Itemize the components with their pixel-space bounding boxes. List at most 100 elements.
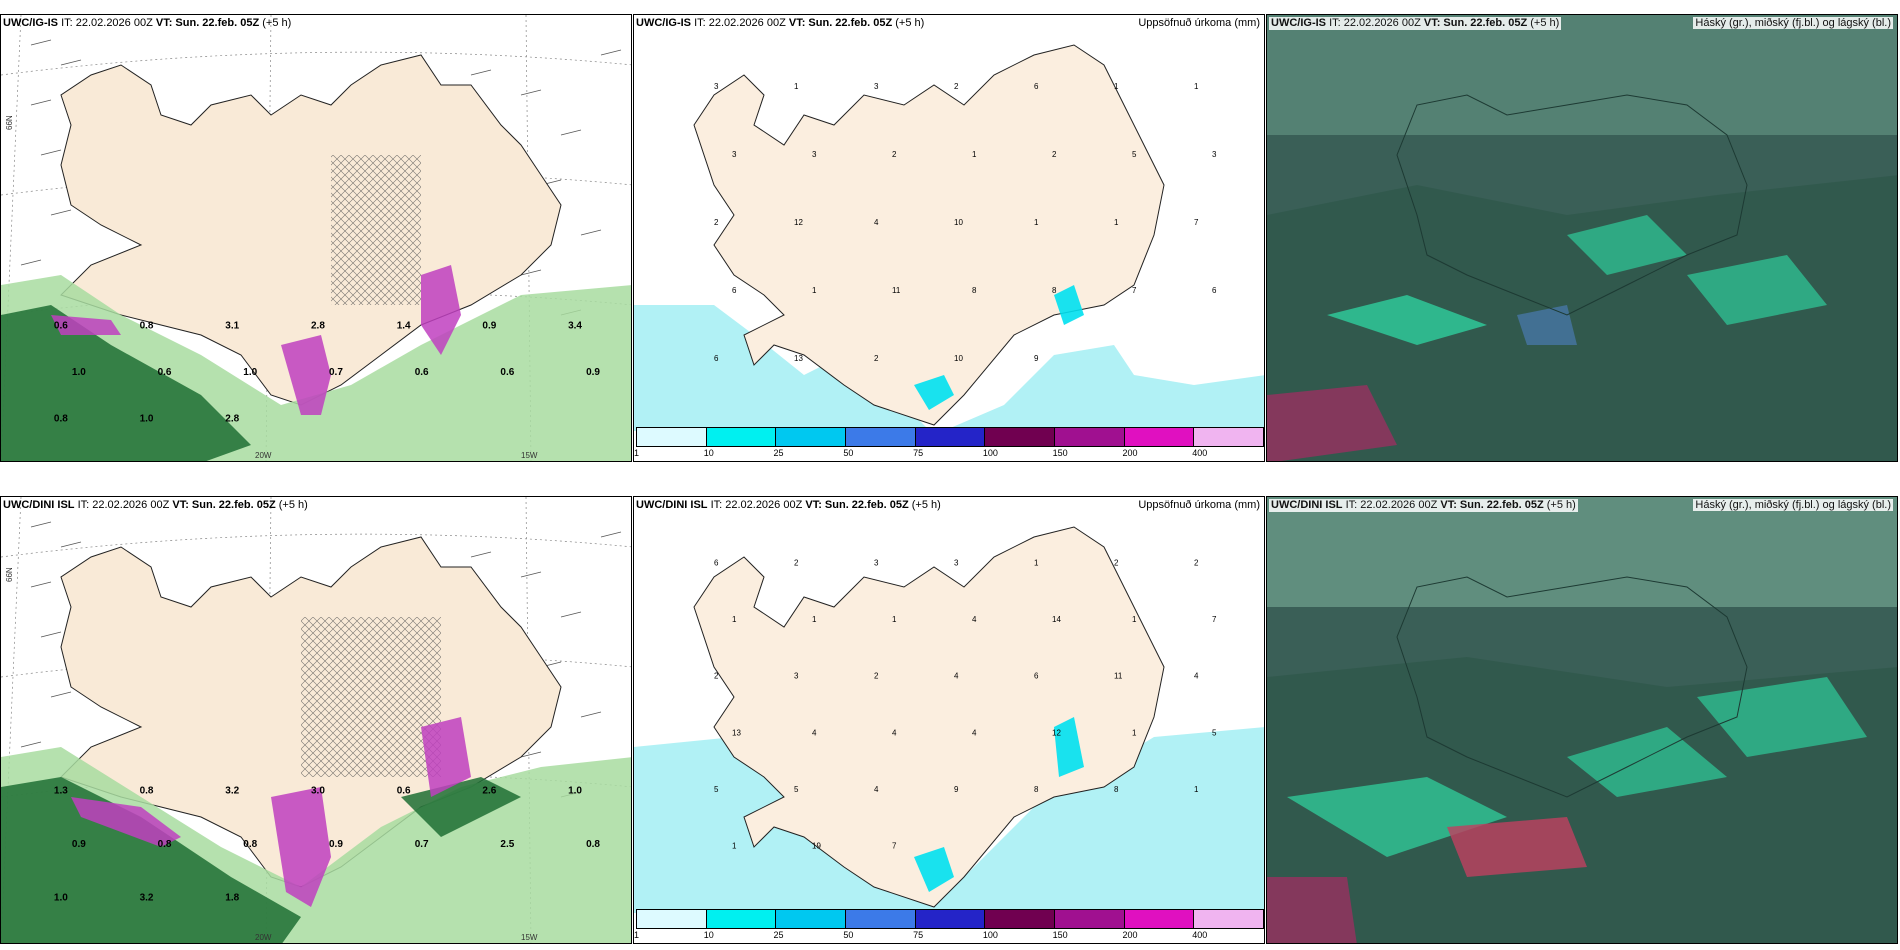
map-value-label: 1.0 — [54, 892, 68, 903]
legend-cell — [985, 910, 1056, 928]
legend-cell — [846, 428, 916, 446]
map-value-label: 3.1 — [225, 320, 239, 331]
panel-bottom-left: 1.3 0.8 3.2 3.0 0.6 2.6 1.0 0.9 0.8 0.8 0.9 0.7 2.5 0… — [0, 496, 632, 944]
precip-number-labels: 6 2 3 3 1 2 21 1 1 4 14 1 72 3 2 4 6 11 413 4 4 4 12 1 55 5 4 9 8 8 11… — [714, 558, 1217, 850]
iceland-outline — [1396, 576, 1748, 798]
map-value-label: 2 — [714, 672, 719, 681]
map-value-label: 0.9 — [72, 839, 86, 850]
legend-cell — [637, 428, 707, 446]
legend-cell — [1194, 910, 1264, 928]
map-value-label: 3 — [812, 150, 817, 159]
map-value-label: 0.8 — [54, 414, 68, 425]
cyan-precip-core — [914, 375, 954, 410]
map-value-label: 1 — [1034, 218, 1039, 227]
map-value-label: 6 — [1034, 82, 1039, 91]
map-value-label: 3.0 — [311, 786, 325, 797]
map-value-label: 3 — [1212, 150, 1217, 159]
legend-cell — [1124, 428, 1195, 446]
map-value-label: 11 — [892, 286, 901, 295]
purple-precip-west — [51, 315, 121, 335]
map-value-label: 0.7 — [415, 839, 429, 850]
legend-tick-label: 1 — [634, 930, 640, 940]
cloud-cover-map — [1267, 497, 1897, 943]
map-value-label: 14 — [1052, 615, 1061, 624]
panel-right-label: Uppsöfnuð úrkoma (mm) — [1138, 17, 1260, 29]
legend-tick-label: 100 — [982, 448, 998, 458]
map-value-label: 0.9 — [482, 320, 496, 331]
dark-green-precip — [1, 777, 301, 943]
cloud-cover-map — [1267, 15, 1897, 461]
map-value-label: 1 — [892, 615, 897, 624]
map-value-label: 1 — [1132, 615, 1137, 624]
map-value-label: 0.9 — [586, 367, 600, 378]
purple-precip-east — [421, 717, 471, 797]
map-value-label: 8 — [1034, 785, 1039, 794]
accumulated-precip-map: 3 1 3 2 6 1 13 3 2 1 2 5 32 12 4 10 1 1 76 1 11 8 8 7 66 13 2 10 9 — [634, 44, 1264, 435]
map-value-label: 2.6 — [482, 786, 496, 797]
map-value-label: 13 — [794, 354, 803, 363]
map-value-label: 6 — [714, 558, 719, 567]
map-value-label: 1.0 — [243, 367, 257, 378]
map-value-label: 2.8 — [311, 320, 325, 331]
wind-precip-map: 1.3 0.8 3.2 3.0 0.6 2.6 1.0 0.9 0.8 0.8 0.9 0.7 2.5 0… — [1, 497, 631, 943]
map-value-label: 6 — [714, 354, 719, 363]
precip-legend: 1 10 25 50 75 100 150 200 400 — [634, 427, 1264, 458]
panel-top-right: UWC/IG-IS IT: 22.02.2026 00Z VT: Sun. 22… — [1266, 14, 1898, 462]
map-value-label: 0.8 — [243, 839, 257, 850]
legend-cell — [776, 910, 847, 928]
map-value-label: 3.4 — [568, 320, 582, 331]
map-value-label: 1 — [812, 615, 817, 624]
legend-cell — [846, 910, 916, 928]
precip-number-labels: 3 1 3 2 6 1 13 3 2 1 2 5 32 12 4 10 1 1 76 1 11 8 8 7 66 13 2 10 9 — [714, 82, 1217, 363]
map-value-label: 9 — [954, 785, 959, 794]
legend-tick-label: 150 — [1052, 448, 1068, 458]
map-value-label: 0.8 — [140, 786, 154, 797]
legend-cell — [1194, 428, 1264, 446]
legend-color-bar — [636, 909, 1264, 929]
panel-title: UWC/DINI ISL IT: 22.02.2026 00Z VT: Sun.… — [3, 499, 308, 511]
iceland-land — [693, 526, 1165, 908]
map-value-label: 3 — [954, 558, 959, 567]
legend-cell — [1124, 910, 1195, 928]
panel-right-label: Uppsöfnuð úrkoma (mm) — [1138, 499, 1260, 511]
precip-value-labels: 1.3 0.8 3.2 3.0 0.6 2.6 1.0 0.9 0.8 0.8 0.9 0.7 2.5 0… — [54, 786, 601, 904]
map-value-label: 0.6 — [158, 367, 172, 378]
panel-title: UWC/IG-IS IT: 22.02.2026 00Z VT: Sun. 22… — [1269, 17, 1562, 30]
panel-right-label: Háský (gr.), miðský (fj.bl.) og lágský (… — [1693, 499, 1893, 511]
map-value-label: 0.6 — [415, 367, 429, 378]
map-value-label: 1.8 — [225, 892, 239, 903]
map-value-label: 1 — [812, 286, 817, 295]
precip-value-labels: 0.6 0.8 3.1 2.8 1.4 0.9 3.4 1.0 0.6 1.0 0.7 0.6 0.6 0… — [54, 320, 601, 424]
map-value-label: 10 — [954, 354, 963, 363]
hatched-cloud-area — [301, 617, 441, 777]
map-value-label: 1 — [794, 82, 799, 91]
legend-tick-label: 400 — [1192, 930, 1208, 940]
map-value-label: 1 — [1034, 558, 1039, 567]
legend-tick-label: 50 — [843, 930, 854, 940]
map-value-label: 4 — [954, 672, 959, 681]
map-value-label: 1 — [1132, 728, 1137, 737]
map-value-label: 0.8 — [140, 320, 154, 331]
map-value-label: 1.3 — [54, 786, 68, 797]
map-value-label: 2 — [714, 218, 719, 227]
panel-bottom-right: UWC/DINI ISL IT: 22.02.2026 00Z VT: Sun.… — [1266, 496, 1898, 944]
map-value-label: 4 — [874, 785, 879, 794]
lon-label-20w: 20W — [255, 451, 272, 460]
legend-cell — [776, 428, 847, 446]
map-value-label: 0.8 — [158, 839, 172, 850]
legend-ticks: 1 10 25 50 75 100 150 200 400 — [634, 929, 1264, 941]
map-value-label: 7 — [1212, 615, 1217, 624]
map-value-label: 1 — [1194, 82, 1199, 91]
purple-precip-south — [271, 787, 331, 907]
map-value-label: 9 — [1034, 354, 1039, 363]
map-value-label: 1.0 — [140, 414, 154, 425]
map-value-label: 2 — [1052, 150, 1057, 159]
legend-tick-label: 200 — [1122, 448, 1138, 458]
wind-precip-map: 0.6 0.8 3.1 2.8 1.4 0.9 3.4 1.0 0.6 1.0 0.7 0.6 0.6 0… — [1, 15, 631, 461]
purple-precip-west — [71, 797, 181, 847]
map-value-label: 5 — [714, 785, 719, 794]
legend-cell — [915, 910, 986, 928]
panel-title: UWC/IG-IS IT: 22.02.2026 00Z VT: Sun. 22… — [636, 17, 925, 29]
legend-cell — [985, 428, 1056, 446]
legend-color-bar — [636, 427, 1264, 447]
